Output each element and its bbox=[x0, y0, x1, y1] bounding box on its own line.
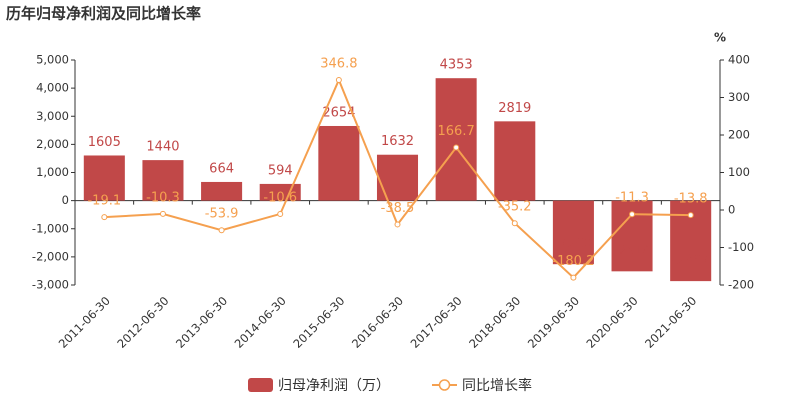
y2-tick-label: -100 bbox=[728, 240, 754, 254]
bar-value-label: 4353 bbox=[440, 58, 473, 73]
legend-label: 同比增长率 bbox=[462, 377, 532, 394]
line-value-label: -180.2 bbox=[552, 254, 594, 269]
legend-label: 归母净利润（万） bbox=[278, 377, 390, 394]
line-point bbox=[277, 210, 284, 217]
bar bbox=[142, 160, 184, 201]
y-tick-label: 4,000 bbox=[36, 81, 69, 95]
line-point bbox=[629, 211, 636, 218]
bar bbox=[318, 125, 360, 201]
y-tick-label: -1,000 bbox=[32, 221, 69, 235]
line-point bbox=[570, 274, 577, 281]
bar bbox=[552, 200, 594, 265]
y2-tick-label: 200 bbox=[728, 128, 750, 142]
bar-value-label: 1605 bbox=[88, 135, 121, 150]
line-point bbox=[511, 220, 518, 227]
chart-title: 历年归母净利润及同比增长率 bbox=[6, 5, 201, 23]
y-tick-label: -2,000 bbox=[32, 249, 69, 263]
x-tick-label: 2013-06-30 bbox=[173, 294, 230, 351]
bar-value-label: 2654 bbox=[322, 105, 355, 120]
bar-value-label: 664 bbox=[209, 161, 234, 176]
x-tick-label: 2011-06-30 bbox=[56, 294, 113, 351]
legend-swatch bbox=[438, 379, 451, 391]
bar bbox=[494, 121, 536, 201]
x-tick-label: 2015-06-30 bbox=[290, 294, 347, 351]
y-tick-label: 2,000 bbox=[36, 137, 69, 151]
bar-value-label: -2514 bbox=[613, 244, 651, 259]
line-value-label: -11.3 bbox=[615, 191, 649, 206]
line-value-label: -10.3 bbox=[146, 190, 180, 205]
x-tick-label: 2020-06-30 bbox=[583, 294, 640, 351]
line-value-label: -19.1 bbox=[87, 194, 121, 209]
y2-axis-label: % bbox=[714, 31, 726, 45]
bar bbox=[435, 78, 477, 201]
x-tick-label: 2017-06-30 bbox=[408, 294, 465, 351]
y2-tick-label: 100 bbox=[728, 165, 750, 179]
bar-value-label: 2819 bbox=[498, 101, 531, 116]
x-tick-label: 2014-06-30 bbox=[232, 294, 289, 351]
line-point bbox=[453, 144, 460, 151]
line-value-label: -35.2 bbox=[498, 200, 532, 215]
line-point bbox=[335, 76, 342, 83]
line-point bbox=[394, 221, 401, 228]
y2-tick-label: -200 bbox=[728, 278, 754, 292]
line-point bbox=[101, 214, 108, 221]
line-value-label: -10.6 bbox=[263, 190, 297, 205]
x-tick-label: 2016-06-30 bbox=[349, 294, 406, 351]
bar-value-label: 1440 bbox=[146, 140, 179, 155]
bar bbox=[611, 200, 653, 272]
y-tick-label: 0 bbox=[62, 193, 69, 207]
line-value-label: -38.5 bbox=[381, 201, 415, 216]
line-point bbox=[218, 227, 225, 234]
x-tick-label: 2012-06-30 bbox=[114, 294, 171, 351]
y-tick-label: 1,000 bbox=[36, 165, 69, 179]
line-value-label: -53.9 bbox=[205, 207, 239, 222]
x-tick-label: 2019-06-30 bbox=[525, 294, 582, 351]
y-tick-label: 3,000 bbox=[36, 109, 69, 123]
legend-swatch bbox=[248, 378, 273, 392]
x-tick-label: 2018-06-30 bbox=[466, 294, 523, 351]
y-tick-label: 5,000 bbox=[36, 53, 69, 67]
bar-value-label: 594 bbox=[268, 163, 293, 178]
x-tick-label: 2021-06-30 bbox=[642, 294, 699, 351]
bar bbox=[83, 155, 125, 201]
bar bbox=[201, 181, 243, 201]
y2-tick-label: 300 bbox=[728, 90, 750, 104]
y2-tick-label: 400 bbox=[728, 53, 750, 67]
y2-tick-label: 0 bbox=[728, 203, 735, 217]
line-point bbox=[159, 210, 166, 217]
line-point bbox=[687, 212, 694, 219]
line-value-label: 346.8 bbox=[320, 56, 357, 71]
bar-value-label: 1632 bbox=[381, 134, 414, 149]
bar bbox=[376, 154, 419, 201]
line-value-label: -13.8 bbox=[674, 192, 708, 207]
bar-value-label: -2260 bbox=[555, 237, 593, 252]
y-tick-label: -3,000 bbox=[32, 278, 69, 292]
line-value-label: 166.7 bbox=[438, 124, 475, 139]
bar-value-label: -2862 bbox=[672, 254, 710, 269]
